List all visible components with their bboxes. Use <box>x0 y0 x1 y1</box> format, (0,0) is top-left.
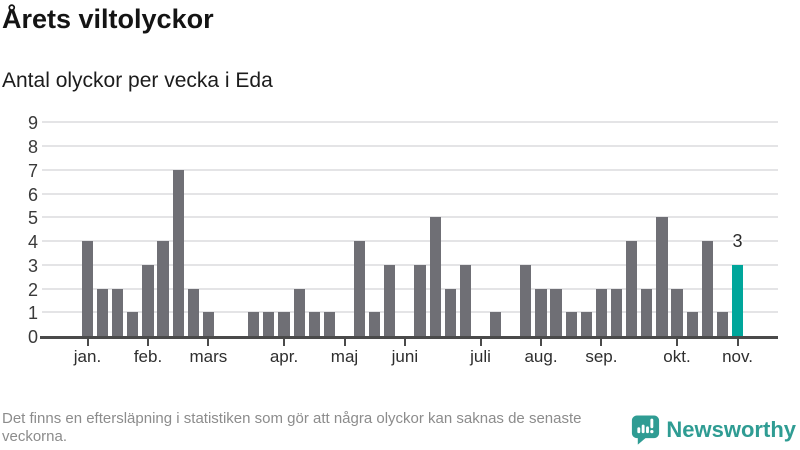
bar <box>520 264 532 336</box>
bar <box>671 288 683 336</box>
bar <box>293 288 305 336</box>
x-axis-label: sep. <box>585 347 618 366</box>
bar <box>626 241 638 336</box>
x-axis-label: maj <box>330 347 359 366</box>
x-axis-tick <box>600 339 603 346</box>
y-axis-label: 3 <box>27 255 38 276</box>
x-axis-tick <box>403 339 406 346</box>
bar <box>202 312 215 336</box>
bar <box>308 312 320 336</box>
page-title: Årets viltolyckor <box>2 4 214 34</box>
bar <box>127 312 139 336</box>
highlight-bar <box>731 264 744 336</box>
bar <box>429 217 441 336</box>
gridline <box>42 311 778 314</box>
y-axis-label: 2 <box>27 279 38 300</box>
bar <box>595 288 608 336</box>
bar <box>580 312 592 336</box>
bar <box>157 241 169 336</box>
x-axis-tick <box>736 339 739 346</box>
bar <box>610 288 623 336</box>
y-axis-label: 4 <box>27 232 38 252</box>
newsworthy-logo-icon <box>631 414 660 446</box>
bar <box>97 288 109 336</box>
bar <box>550 288 562 336</box>
x-axis-label: juni <box>391 347 419 366</box>
gridline <box>42 121 778 124</box>
bar-value-label: 3 <box>732 231 743 251</box>
x-axis-label: nov. <box>722 347 753 366</box>
bar <box>263 312 275 336</box>
x-axis-line <box>40 336 778 339</box>
y-axis-label: 5 <box>27 208 38 229</box>
x-axis-label: apr. <box>269 347 299 366</box>
gridline <box>42 192 778 195</box>
x-axis-tick <box>86 339 89 346</box>
bar <box>81 241 94 336</box>
x-axis-tick <box>479 339 482 346</box>
bar <box>248 312 260 336</box>
x-axis-tick <box>207 339 210 346</box>
bar <box>444 288 456 336</box>
newsworthy-logo: Newsworthy <box>631 413 796 447</box>
bar <box>716 312 728 336</box>
bar <box>353 241 366 336</box>
bar <box>278 312 290 336</box>
x-axis-tick <box>540 339 542 346</box>
x-axis-label: jan. <box>73 347 102 366</box>
bar <box>641 288 653 336</box>
y-axis-label: 1 <box>27 303 38 324</box>
y-axis-label: 9 <box>27 113 38 134</box>
y-axis-label: 8 <box>27 137 38 158</box>
x-axis-label: mars <box>189 347 228 366</box>
gridline <box>42 263 778 266</box>
x-axis-label: juli <box>470 347 491 366</box>
y-axis-label: 6 <box>27 184 38 205</box>
gridline <box>42 145 778 148</box>
y-axis-label: 7 <box>27 160 38 181</box>
chart-subtitle: Antal olyckor per vecka i Eda <box>2 69 273 92</box>
x-axis-label: feb. <box>133 347 163 366</box>
x-axis-tick <box>147 339 149 346</box>
bar <box>187 288 199 336</box>
newsworthy-brand-name: Newsworthy <box>666 417 796 442</box>
y-axis-label: 0 <box>27 327 38 347</box>
bar <box>535 288 547 336</box>
bar <box>414 264 426 336</box>
gridline <box>42 168 778 171</box>
bar <box>142 264 154 336</box>
bar <box>112 288 124 336</box>
bar <box>701 241 713 336</box>
bar <box>565 312 577 336</box>
disclaimer-text: Det finns en eftersläpning i statistiken… <box>2 410 582 445</box>
bar <box>686 312 698 336</box>
bar <box>369 312 381 336</box>
x-axis-tick <box>343 339 346 346</box>
gridline <box>42 216 778 219</box>
bar <box>323 312 335 336</box>
x-axis-tick <box>283 339 285 346</box>
bar <box>490 312 502 336</box>
bar <box>459 264 472 336</box>
bar <box>656 217 668 336</box>
x-axis-tick <box>676 339 678 346</box>
bar <box>384 264 396 336</box>
x-axis-label: aug. <box>524 347 558 366</box>
gridline <box>42 240 778 242</box>
bar <box>172 169 184 336</box>
gridline <box>42 287 778 290</box>
x-axis-label: okt. <box>663 347 691 366</box>
